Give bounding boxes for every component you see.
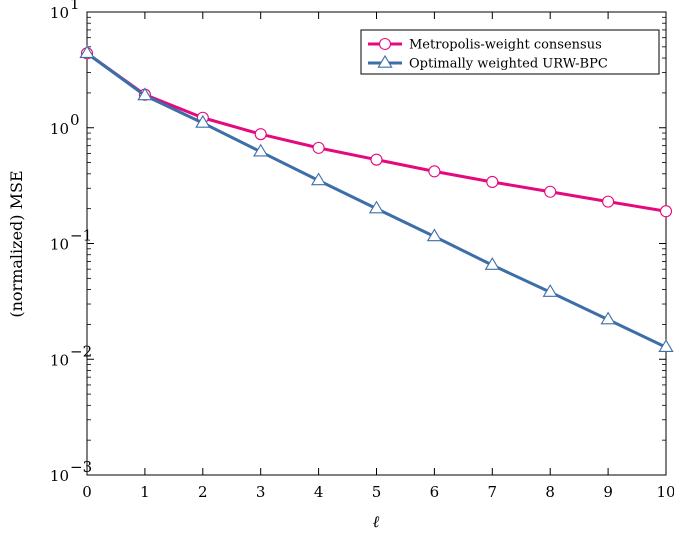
data-point <box>377 54 393 68</box>
legend: Metropolis-weight consensus Optimally wei… <box>360 29 660 75</box>
y-axis-label: (normalized) MSE <box>7 170 26 317</box>
series-layer <box>79 45 674 352</box>
y-tick-exponent: −1 <box>70 227 92 245</box>
y-tick-label: 10 <box>50 120 69 138</box>
plot-border <box>86 11 667 476</box>
x-tick-label: 4 <box>314 483 324 501</box>
data-point <box>426 228 443 242</box>
x-tick-label: 9 <box>603 483 613 501</box>
y-tick-label: 10 <box>50 351 69 369</box>
data-point <box>542 284 558 297</box>
x-tick-label: 1 <box>140 483 150 501</box>
legend-label: Optimally weighted URW-BPC <box>409 57 608 72</box>
x-tick-label: 10 <box>656 483 674 501</box>
x-tick-label: 8 <box>545 483 555 501</box>
legend-entry: Optimally weighted URW-BPC <box>368 54 608 72</box>
legend-box <box>360 29 660 75</box>
data-point <box>658 339 674 352</box>
legend-entry: Metropolis-weight consensus <box>368 38 602 53</box>
x-tick-label: 2 <box>198 483 208 501</box>
data-point <box>79 45 95 59</box>
data-point <box>368 200 385 214</box>
x-tick-label: 3 <box>256 483 266 501</box>
data-point <box>602 195 615 208</box>
data-point <box>428 165 441 178</box>
series-line <box>86 52 667 349</box>
data-point <box>370 153 383 166</box>
data-point <box>310 172 327 186</box>
y-tick-label: 10 <box>50 467 69 485</box>
x-axis: 0 1 2 3 4 5 6 7 8 9 10 <box>82 12 674 501</box>
data-point <box>312 141 325 154</box>
y-tick-exponent: 0 <box>70 111 80 129</box>
x-axis-label: ℓ <box>373 512 380 531</box>
data-point <box>600 311 616 325</box>
x-tick-label: 7 <box>488 483 498 501</box>
y-tick-exponent: −2 <box>70 342 92 360</box>
data-point <box>486 175 499 189</box>
y-tick-label: 10 <box>50 4 69 22</box>
data-point <box>254 128 267 141</box>
x-tick-label: 0 <box>82 483 92 501</box>
data-point <box>137 87 153 101</box>
y-tick-label: 10 <box>50 236 69 254</box>
data-point <box>195 114 211 128</box>
series-line <box>86 52 667 213</box>
plot-area <box>86 11 667 476</box>
x-tick-label: 6 <box>430 483 440 501</box>
data-point <box>544 185 557 198</box>
series-2 <box>79 45 674 352</box>
y-tick-exponent: 1 <box>70 0 80 13</box>
data-point <box>484 257 500 270</box>
legend-label: Metropolis-weight consensus <box>409 38 602 53</box>
series-1 <box>80 47 673 218</box>
x-tick-label: 5 <box>372 483 382 501</box>
y-tick-exponent: −3 <box>70 458 92 476</box>
data-point <box>659 205 673 218</box>
data-point <box>253 143 269 157</box>
data-point <box>378 37 392 51</box>
